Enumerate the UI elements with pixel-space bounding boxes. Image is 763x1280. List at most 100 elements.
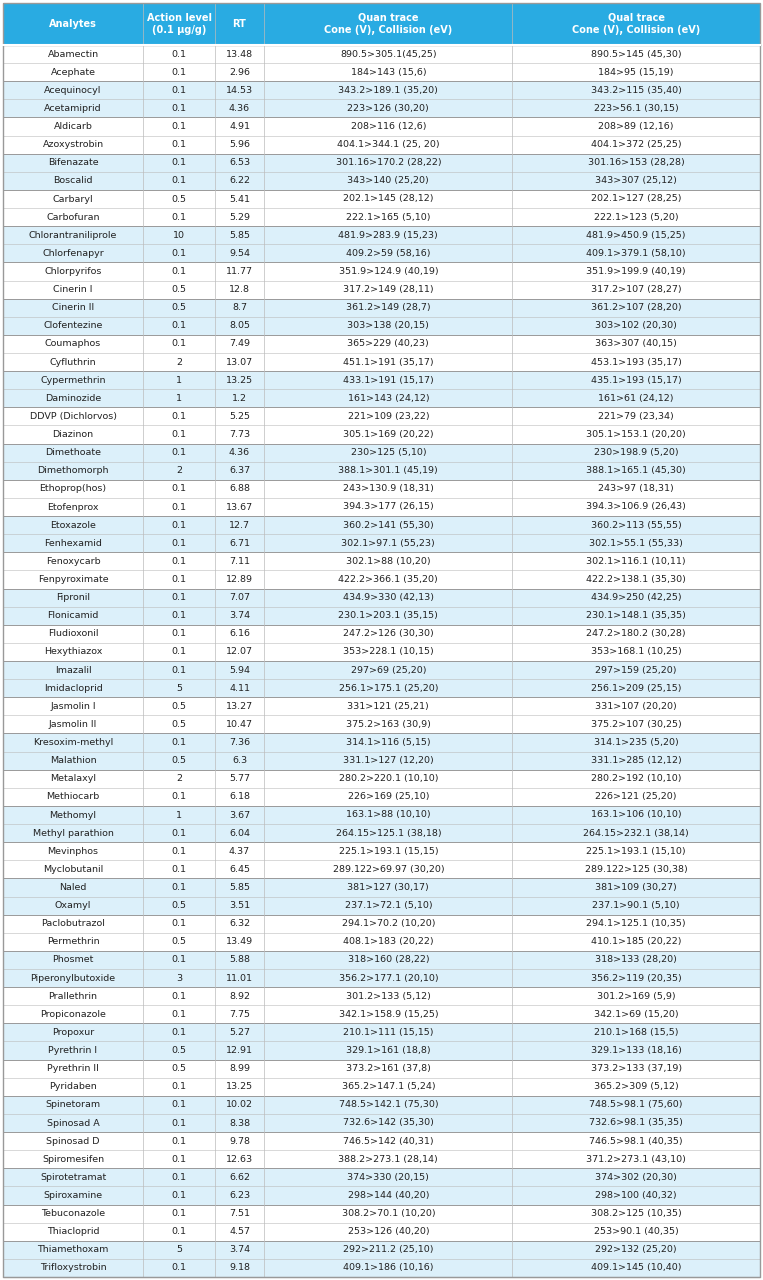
Bar <box>3 552 143 571</box>
Text: Metalaxyl: Metalaxyl <box>50 774 96 783</box>
Text: 294.1>125.1 (10,35): 294.1>125.1 (10,35) <box>587 919 686 928</box>
Text: 317.2>149 (28,11): 317.2>149 (28,11) <box>343 285 433 294</box>
Text: 1: 1 <box>176 394 182 403</box>
Bar <box>215 680 264 698</box>
Bar <box>215 1204 264 1222</box>
Bar <box>3 425 143 444</box>
Text: 13.48: 13.48 <box>226 50 253 59</box>
Bar <box>3 625 143 643</box>
Bar <box>264 1060 513 1078</box>
Text: 365.2>147.1 (5,24): 365.2>147.1 (5,24) <box>342 1083 435 1092</box>
Bar <box>143 280 215 298</box>
Text: 0.1: 0.1 <box>172 50 186 59</box>
Text: 342.1>69 (15,20): 342.1>69 (15,20) <box>594 1010 678 1019</box>
Bar <box>3 589 143 607</box>
Bar <box>264 353 513 371</box>
Bar <box>513 951 760 969</box>
Text: 5.88: 5.88 <box>229 955 250 964</box>
Text: Jasmolin I: Jasmolin I <box>50 701 96 710</box>
Bar <box>264 498 513 516</box>
Bar <box>143 571 215 589</box>
Bar <box>264 787 513 806</box>
Text: 408.1>183 (20,22): 408.1>183 (20,22) <box>343 937 433 946</box>
Text: 12.8: 12.8 <box>229 285 250 294</box>
Bar <box>264 571 513 589</box>
Bar <box>143 915 215 933</box>
Bar <box>264 262 513 280</box>
Bar <box>3 769 143 787</box>
Bar <box>264 806 513 824</box>
Bar <box>3 1005 143 1023</box>
Text: Methyl parathion: Methyl parathion <box>33 828 114 837</box>
Text: 289.122>125 (30,38): 289.122>125 (30,38) <box>585 865 687 874</box>
Bar <box>143 209 215 227</box>
Text: 184>143 (15,6): 184>143 (15,6) <box>350 68 426 77</box>
Text: Spinosad A: Spinosad A <box>47 1119 99 1128</box>
Text: 361.2>107 (28,20): 361.2>107 (28,20) <box>591 303 681 312</box>
Text: 0.1: 0.1 <box>172 412 186 421</box>
Text: 11.77: 11.77 <box>226 268 253 276</box>
Bar <box>3 1222 143 1240</box>
Bar <box>143 1078 215 1096</box>
Text: 356.2>119 (20,35): 356.2>119 (20,35) <box>591 974 681 983</box>
Text: 0.1: 0.1 <box>172 268 186 276</box>
Text: 12.7: 12.7 <box>229 521 250 530</box>
Bar <box>513 227 760 244</box>
Text: 208>116 (12,6): 208>116 (12,6) <box>350 122 426 131</box>
Bar <box>215 189 264 209</box>
Bar <box>513 733 760 751</box>
Bar <box>264 189 513 209</box>
Bar <box>3 607 143 625</box>
Bar <box>215 298 264 316</box>
Bar <box>215 389 264 407</box>
Bar <box>3 280 143 298</box>
Bar <box>513 1240 760 1260</box>
Text: 8.05: 8.05 <box>229 321 250 330</box>
Text: 161>61 (24,12): 161>61 (24,12) <box>598 394 674 403</box>
Text: 0.1: 0.1 <box>172 122 186 131</box>
Text: 433.1>191 (15,17): 433.1>191 (15,17) <box>343 375 433 385</box>
Bar <box>513 806 760 824</box>
Text: 3.51: 3.51 <box>229 901 250 910</box>
Bar <box>143 1240 215 1260</box>
Bar <box>513 1169 760 1187</box>
Text: 6.3: 6.3 <box>232 756 247 765</box>
Text: Flonicamid: Flonicamid <box>47 612 98 621</box>
Text: 0.1: 0.1 <box>172 828 186 837</box>
Text: 375.2>163 (30,9): 375.2>163 (30,9) <box>346 719 431 728</box>
Bar <box>264 987 513 1005</box>
Text: 373.2>133 (37,19): 373.2>133 (37,19) <box>591 1064 682 1073</box>
Bar <box>264 660 513 680</box>
Bar <box>264 118 513 136</box>
Bar <box>513 3 760 45</box>
Text: 365>229 (40,23): 365>229 (40,23) <box>347 339 430 348</box>
Bar <box>513 1187 760 1204</box>
Text: 3.74: 3.74 <box>229 612 250 621</box>
Text: Chlorantraniliprole: Chlorantraniliprole <box>29 230 118 239</box>
Bar <box>264 444 513 462</box>
Text: 6.04: 6.04 <box>229 828 250 837</box>
Text: 0.1: 0.1 <box>172 648 186 657</box>
Bar <box>143 136 215 154</box>
Bar <box>264 425 513 444</box>
Text: 5.85: 5.85 <box>229 883 250 892</box>
Text: 1: 1 <box>176 810 182 819</box>
Bar <box>215 1096 264 1114</box>
Bar <box>264 878 513 896</box>
Bar <box>143 516 215 534</box>
Text: 305.1>153.1 (20,20): 305.1>153.1 (20,20) <box>586 430 686 439</box>
Bar <box>264 1204 513 1222</box>
Bar <box>215 244 264 262</box>
Bar <box>513 787 760 806</box>
Text: Fenhexamid: Fenhexamid <box>44 539 102 548</box>
Bar <box>513 896 760 915</box>
Text: 0.1: 0.1 <box>172 612 186 621</box>
Text: 222.1>123 (5,20): 222.1>123 (5,20) <box>594 212 678 221</box>
Text: Bifenazate: Bifenazate <box>48 159 98 168</box>
Bar <box>3 680 143 698</box>
Bar <box>143 660 215 680</box>
Bar <box>215 262 264 280</box>
Text: 302.1>88 (10,20): 302.1>88 (10,20) <box>346 557 430 566</box>
Text: 230>198.9 (5,20): 230>198.9 (5,20) <box>594 448 678 457</box>
Text: Acequinocyl: Acequinocyl <box>44 86 101 95</box>
